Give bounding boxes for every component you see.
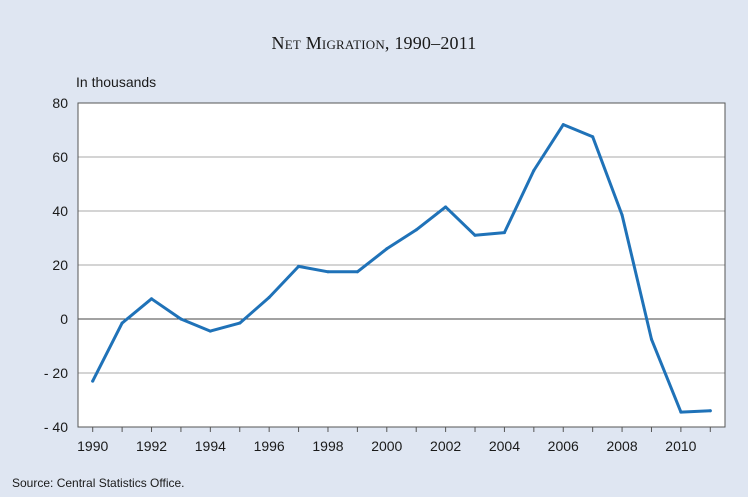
x-tick-label: 2000 <box>371 438 402 454</box>
y-tick-label: - 40 <box>44 419 68 435</box>
source-note: Source: Central Statistics Office. <box>12 476 185 490</box>
x-tick-label: 1994 <box>195 438 226 454</box>
series-line <box>91 123 712 414</box>
y-axis-unit-label: In thousands <box>76 74 157 90</box>
data-point <box>267 295 271 299</box>
x-tick-label: 2002 <box>430 438 461 454</box>
data-point <box>444 205 448 209</box>
data-point <box>679 410 683 414</box>
y-tick-label: 60 <box>52 149 68 165</box>
x-tick-label: 2006 <box>548 438 579 454</box>
y-tick-label: 0 <box>60 311 68 327</box>
x-tick-label: 2004 <box>489 438 520 454</box>
x-tick-label: 1990 <box>77 438 108 454</box>
y-tick-label: - 20 <box>44 365 68 381</box>
x-tick-label: 1996 <box>254 438 285 454</box>
data-point <box>708 409 712 413</box>
data-point <box>91 379 95 383</box>
data-point <box>355 270 359 274</box>
data-point <box>385 247 389 251</box>
plot-border <box>77 102 726 428</box>
x-tick-label: 2010 <box>665 438 696 454</box>
data-point <box>620 213 624 217</box>
x-tick-label: 1992 <box>136 438 167 454</box>
data-point <box>297 264 301 268</box>
y-tick-label: 20 <box>52 257 68 273</box>
data-point <box>502 231 506 235</box>
x-tick-label: 2008 <box>606 438 637 454</box>
data-point <box>561 123 565 127</box>
y-tick-label: 80 <box>52 95 68 111</box>
data-point <box>532 169 536 172</box>
y-tick-label: 40 <box>52 203 68 219</box>
data-point <box>238 321 242 325</box>
data-point <box>208 329 212 333</box>
chart-title: Net Migration, 1990–2011 <box>271 33 477 53</box>
data-point <box>326 270 330 274</box>
data-point <box>473 233 477 237</box>
data-point <box>179 317 183 321</box>
data-point <box>150 297 154 301</box>
data-point <box>414 228 418 232</box>
data-point <box>649 337 653 341</box>
data-point <box>120 321 124 325</box>
x-tick-label: 1998 <box>312 438 343 454</box>
data-point <box>591 135 595 139</box>
